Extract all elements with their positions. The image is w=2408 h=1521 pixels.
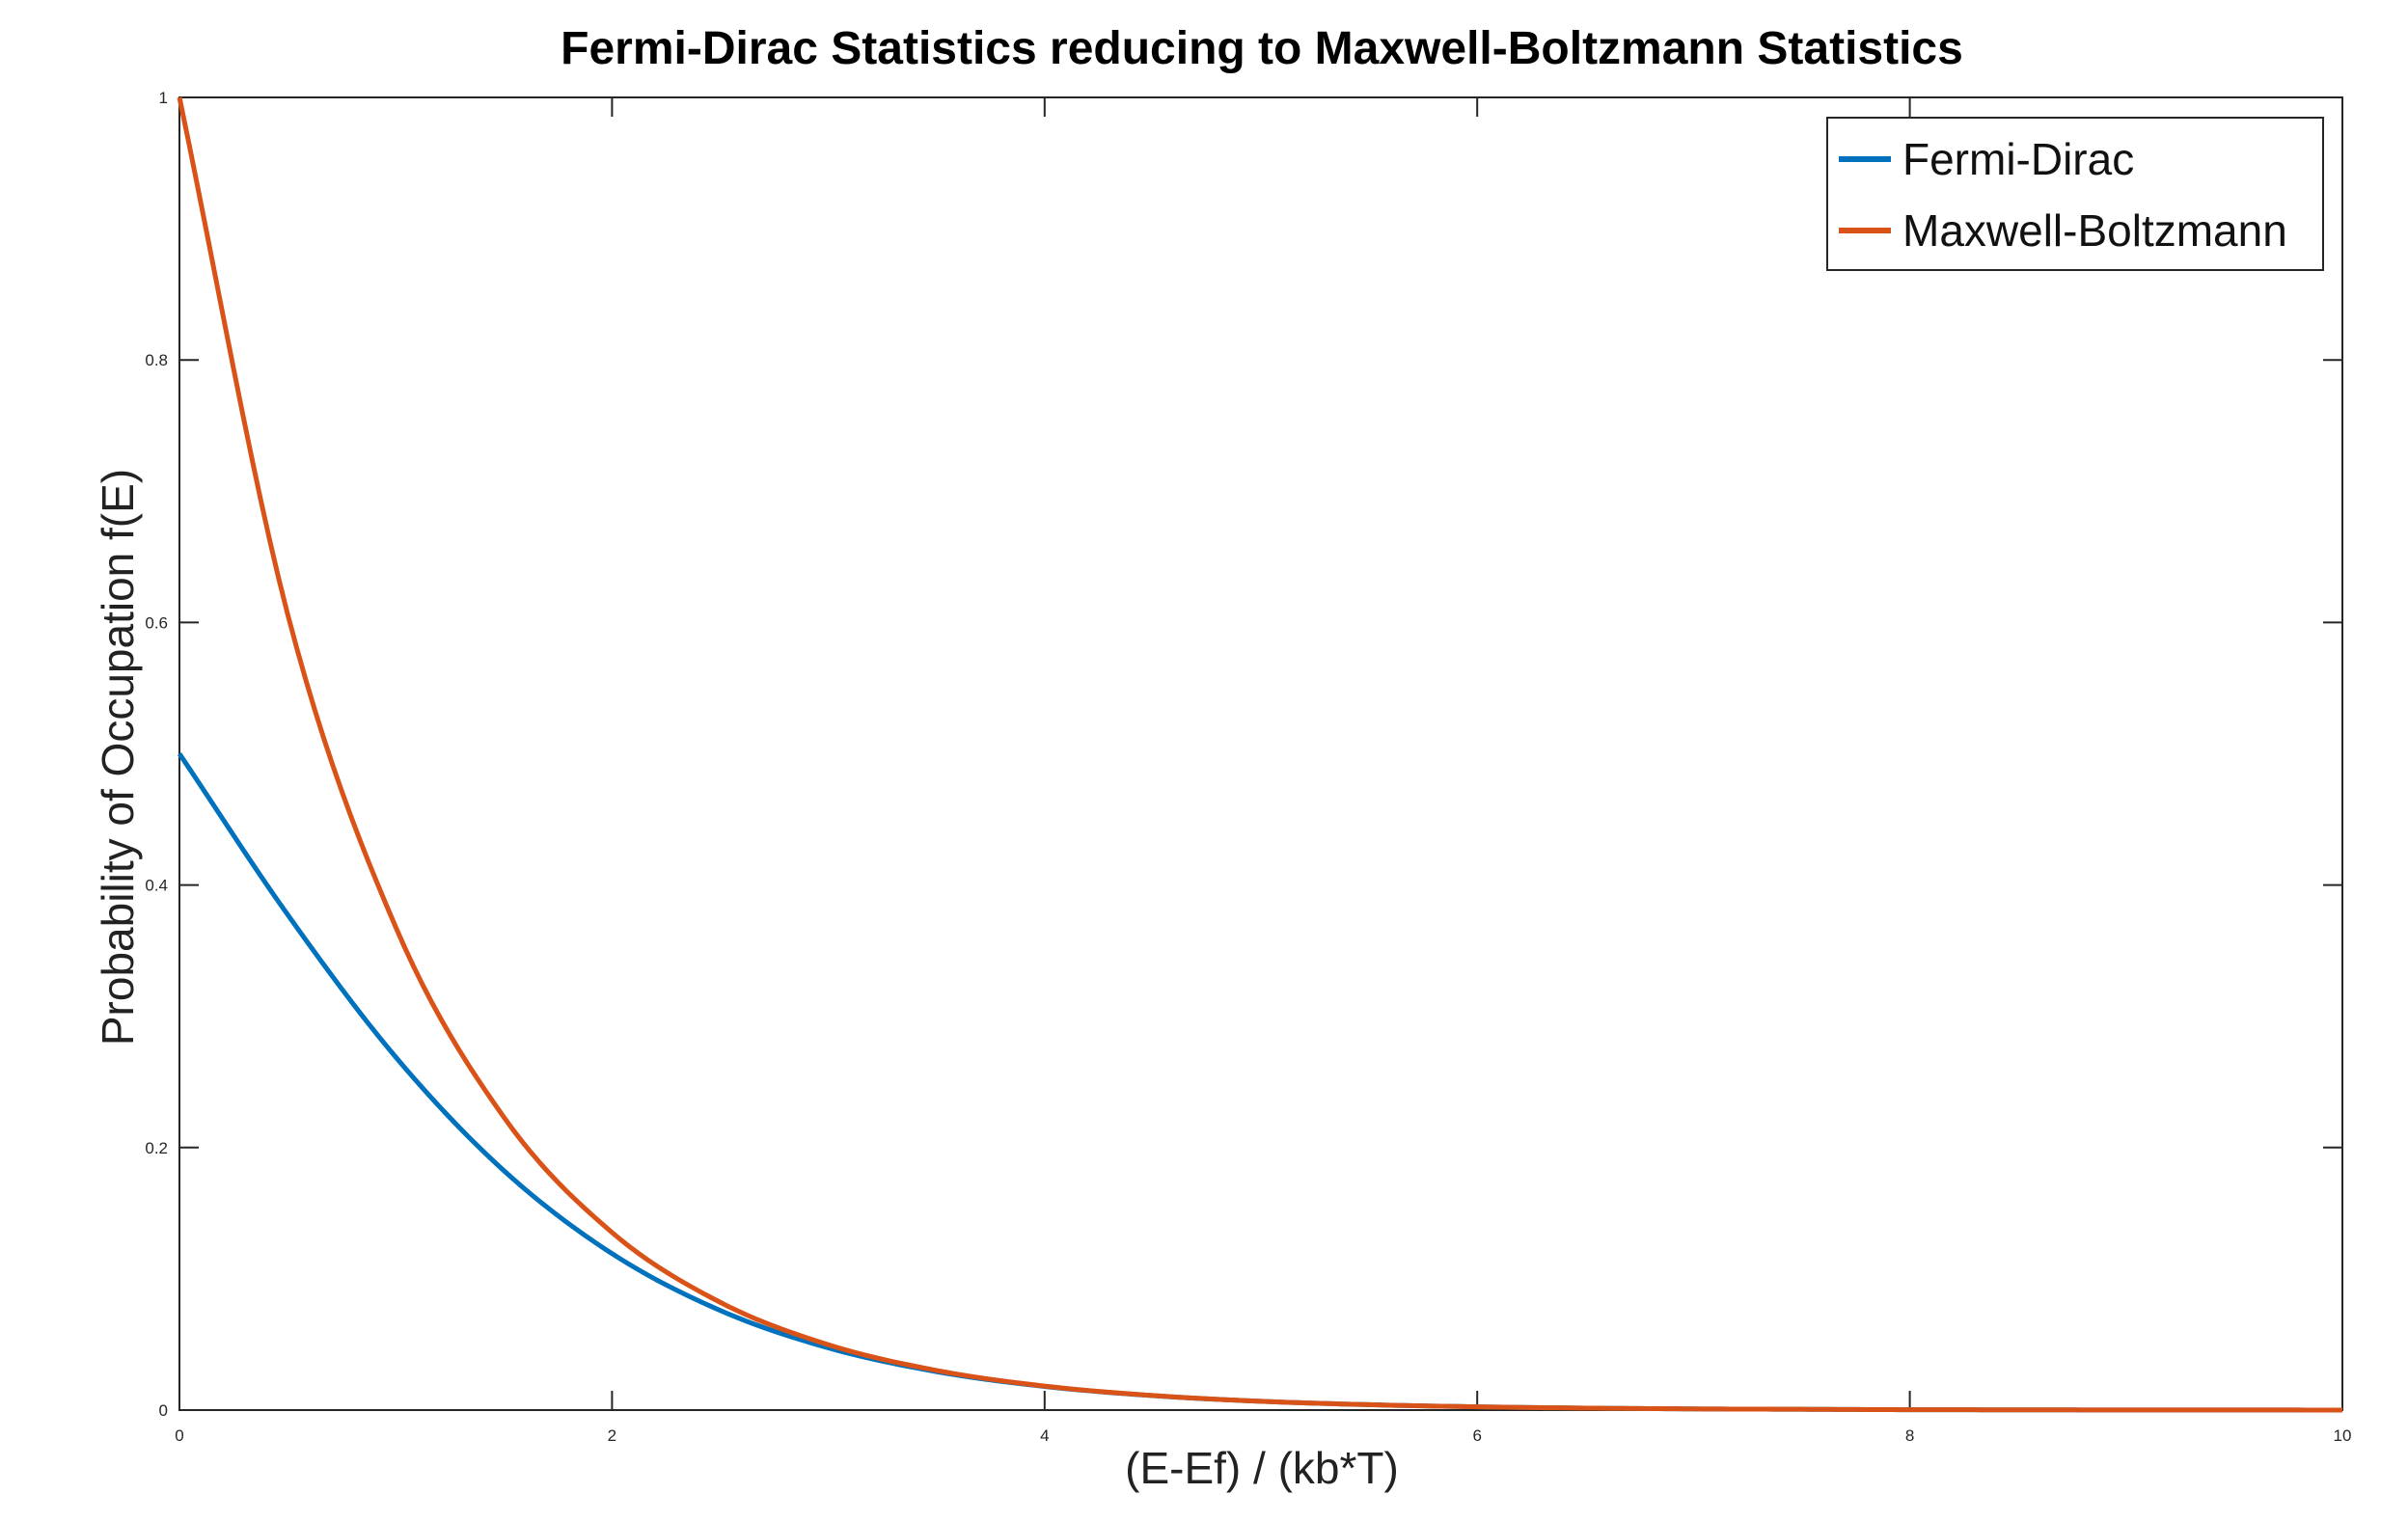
x-tick-label: 2 — [608, 1426, 616, 1445]
y-tick-label: 1 — [159, 89, 168, 107]
x-tick-label: 8 — [1905, 1426, 1914, 1445]
series-line-maxwell-boltzmann — [177, 96, 2343, 1413]
legend: Fermi-Dirac Maxwell-Boltzmann — [1826, 117, 2324, 271]
ticks: 0 2 4 6 8 10 0 0.2 0.4 0.6 0.8 1 — [145, 89, 2351, 1445]
y-tick-label: 0 — [159, 1401, 168, 1420]
x-tick-label: 6 — [1472, 1426, 1481, 1445]
y-tick-label: 0.6 — [145, 613, 168, 632]
x-axis-label: (E-Ef) / (kb*T) — [1125, 1443, 1399, 1493]
axes — [178, 96, 2343, 1411]
x-tick-label: 10 — [2334, 1426, 2352, 1445]
y-tick-label: 0.4 — [145, 877, 168, 895]
series-layer — [177, 96, 2343, 1413]
y-tick-label: 0.2 — [145, 1139, 168, 1157]
x-tick-label: 0 — [175, 1426, 183, 1445]
y-axis-label: Probability of Occupation f(E) — [93, 469, 143, 1046]
chart-title: Fermi-Dirac Statistics reducing to Maxwe… — [561, 23, 1963, 74]
legend-label: Fermi-Dirac — [1902, 134, 2134, 184]
plot-frame — [178, 96, 2343, 1411]
series-line-fermi-dirac — [177, 752, 2343, 1413]
legend-label: Maxwell-Boltzmann — [1902, 205, 2287, 256]
x-tick-label: 4 — [1040, 1426, 1049, 1445]
y-tick-label: 0.8 — [145, 351, 168, 369]
legend-box — [1826, 117, 2324, 271]
